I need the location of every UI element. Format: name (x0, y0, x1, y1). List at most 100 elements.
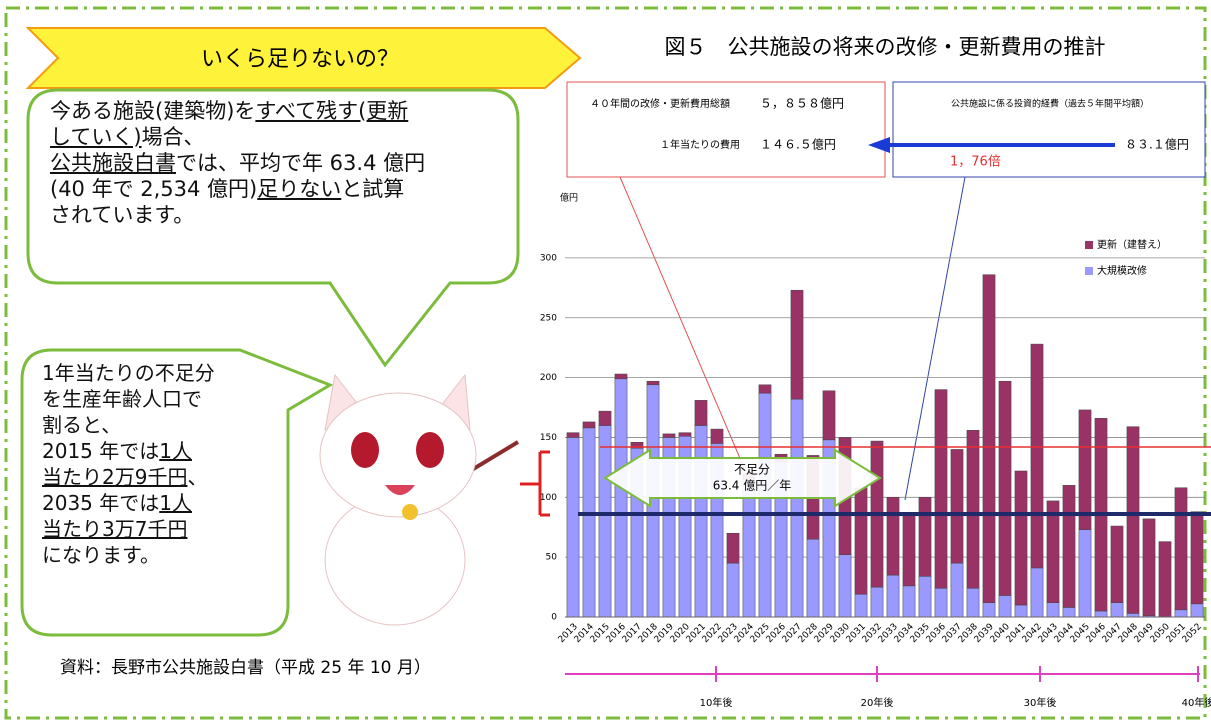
text-line: になります。 (42, 542, 215, 568)
bar-segment (1175, 610, 1187, 617)
y-tick-label: 150 (540, 433, 557, 443)
text-segment: になります。 (42, 543, 160, 567)
bar-segment (1047, 501, 1059, 603)
bar-segment (679, 433, 691, 437)
legend-swatch (1085, 267, 1093, 275)
bar-segment (759, 393, 771, 617)
bar-segment (919, 576, 931, 617)
text-line: 割ると、 (42, 412, 215, 438)
timeline-label: 40年後 (1182, 696, 1211, 709)
text-segment: 当たり2万9千円 (42, 465, 187, 489)
bar-segment (615, 374, 627, 379)
y-tick-label: 100 (540, 493, 557, 503)
text-segment: 当たり3万7千円 (42, 517, 187, 541)
bar-segment (791, 399, 803, 617)
y-axis-label: 億円 (560, 192, 578, 204)
text-line: 公共施設白書では、平均で年 63.4 億円 (50, 150, 425, 176)
text-line: されています。 (50, 202, 425, 228)
bar-segment (727, 563, 739, 617)
bar-segment (935, 588, 947, 617)
bar-segment (695, 425, 707, 617)
text-segment: 足りない (257, 177, 341, 201)
text-segment: 公共施設白書 (50, 151, 176, 175)
bar-segment (1079, 530, 1091, 617)
bar-segment (647, 381, 659, 385)
ratio-label: 1，76倍 (950, 155, 1001, 170)
bar-segment (1127, 427, 1139, 614)
text-line: 当たり3万7千円 (42, 516, 215, 542)
bar-segment (951, 449, 963, 563)
timeline-label: 30年後 (1024, 696, 1057, 709)
bar-segment (903, 586, 915, 617)
text-segment: 場合、 (142, 125, 205, 149)
bar-segment (967, 588, 979, 617)
summary-label: １年当たりの費用 (660, 138, 740, 151)
bar-segment (823, 391, 835, 440)
bar-segment (583, 422, 595, 428)
bar-segment (999, 595, 1011, 617)
bubble-text: 今ある施設(建築物)をすべて残す(更新していく)場合、公共施設白書では、平均で年… (50, 98, 425, 228)
bar-segment (983, 603, 995, 617)
bar-segment (935, 390, 947, 589)
bar-segment (967, 430, 979, 588)
bar-segment (887, 575, 899, 617)
text-segment: していく) (50, 125, 142, 149)
text-segment: と試算 (341, 177, 404, 201)
bar-segment (1047, 603, 1059, 617)
text-segment: 1人 (159, 491, 192, 515)
text-segment: を生産年齢人口で (42, 387, 202, 411)
bar-segment (887, 497, 899, 575)
summary-box (893, 82, 1205, 177)
bar-segment (791, 290, 803, 399)
summary-value: １４６.５億円 (760, 138, 836, 152)
bar-segment (1127, 613, 1139, 617)
bar-segment (615, 379, 627, 617)
bar-segment (1175, 488, 1187, 610)
bar-segment (1111, 526, 1123, 603)
y-tick-label: 250 (540, 313, 557, 323)
bar-segment (839, 555, 851, 617)
bar-segment (951, 563, 963, 617)
shortage-label: 63.4 億円／年 (713, 479, 792, 493)
legend-swatch (1085, 241, 1093, 249)
bar-segment (919, 497, 931, 576)
bar-segment (1015, 605, 1027, 617)
bar-segment (727, 533, 739, 563)
text-segment: 2035 年では (42, 491, 159, 515)
bar-segment (695, 400, 707, 425)
shortage-label: 不足分 (734, 463, 770, 477)
leader-line (620, 177, 745, 470)
bar-segment (583, 428, 595, 617)
bubble-text: 1年当たりの不足分を生産年齢人口で割ると、2015 年では1人当たり2万9千円、… (42, 360, 215, 568)
shortage-bracket (520, 452, 550, 515)
page: いくら足りないの？ 資料：長野市公共施設白書（平成 25 年 10 月） 図５ … (0, 0, 1211, 722)
timeline-label: 20年後 (861, 696, 894, 709)
summary-value: ８３.１億円 (1125, 138, 1189, 152)
timeline-label: 10年後 (700, 696, 733, 709)
mascot (320, 375, 518, 625)
text-line: 当たり2万9千円、 (42, 464, 215, 490)
bar-segment (983, 275, 995, 603)
text-segment: 今ある施設(建築物)を (50, 99, 255, 123)
bar-segment (743, 479, 755, 617)
bar-segment (1079, 410, 1091, 530)
text-line: 2035 年では1人 (42, 490, 215, 516)
bar-segment (663, 434, 675, 438)
legend-label: 更新（建替え） (1097, 238, 1167, 251)
bar-segment (1031, 568, 1043, 617)
bar-segment (567, 433, 579, 438)
bar-segment (1063, 607, 1075, 617)
bar-segment (1159, 542, 1171, 617)
text-segment: 割ると、 (42, 413, 121, 437)
bar-segment (1063, 485, 1075, 607)
source-note: 資料：長野市公共施設白書（平成 25 年 10 月） (60, 658, 431, 678)
bar-segment (1031, 344, 1043, 568)
bar-segment (1143, 519, 1155, 616)
banner-text: いくら足りないの？ (201, 47, 399, 72)
y-tick-label: 300 (540, 253, 557, 263)
text-line: していく)場合、 (50, 124, 425, 150)
bar-segment (1191, 604, 1203, 617)
text-line: 今ある施設(建築物)をすべて残す(更新 (50, 98, 425, 124)
text-segment: 1人 (159, 439, 192, 463)
bar-segment (855, 594, 867, 617)
